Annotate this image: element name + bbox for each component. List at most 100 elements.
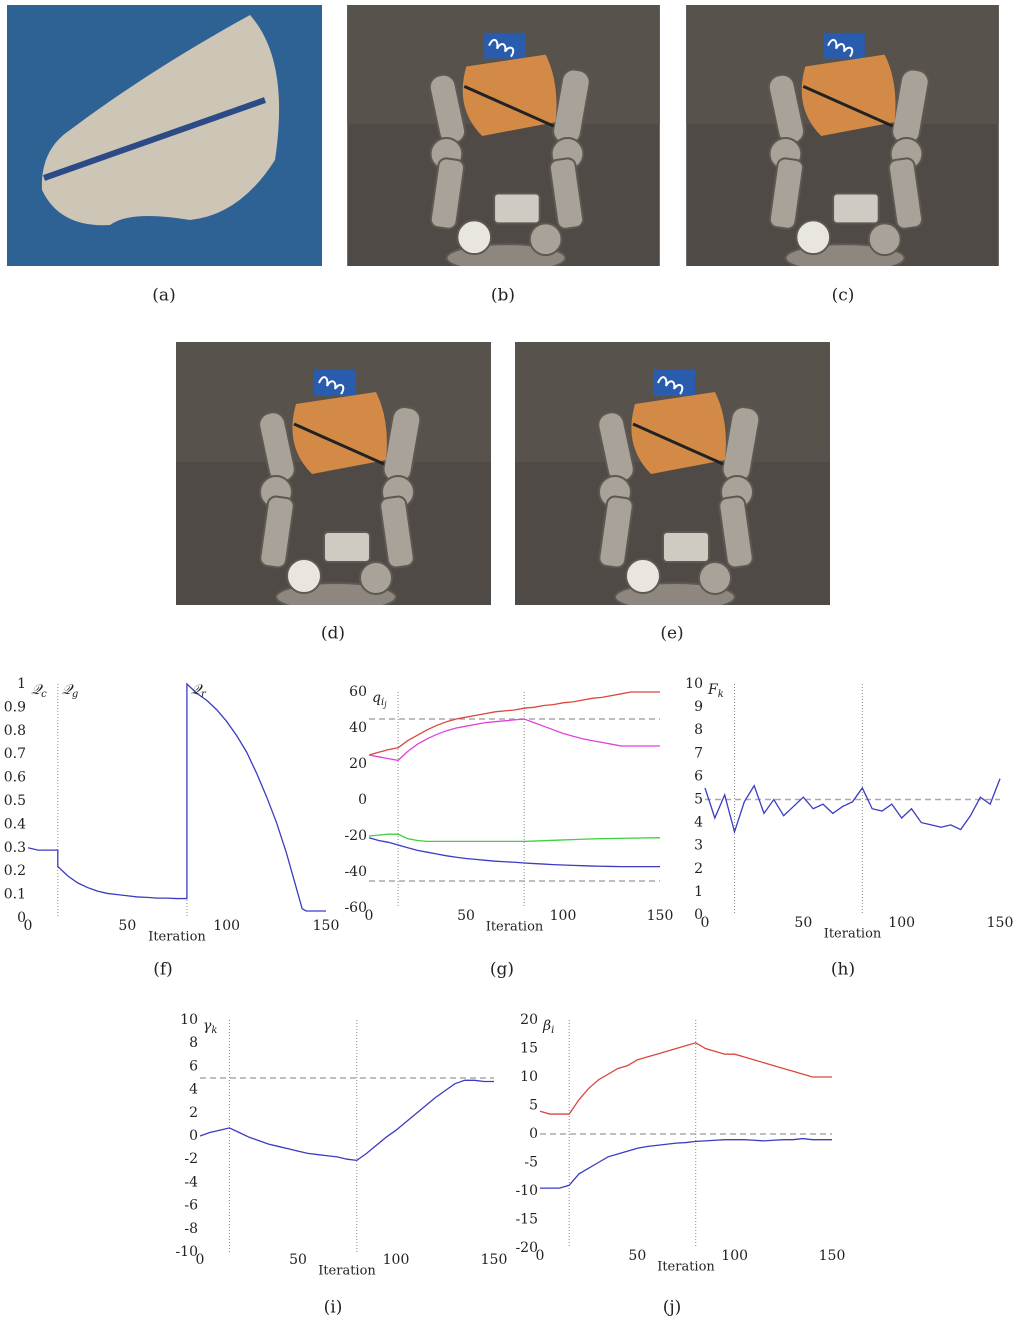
x-tick-label: 100: [383, 1252, 410, 1268]
x-tick-label: 50: [628, 1248, 646, 1264]
photo-d: [176, 342, 491, 611]
symbol-sub: k: [718, 689, 724, 700]
x-tick-label: 150: [313, 918, 340, 934]
x-tick-label: 50: [289, 1252, 307, 1268]
series-line: [540, 1139, 832, 1189]
y-tick-label: 1: [694, 884, 703, 900]
x-tick-label: 0: [536, 1248, 545, 1264]
caption: (d): [321, 624, 345, 644]
series-line: [200, 1080, 494, 1160]
symbol-sub: c: [41, 689, 47, 700]
y-tick-label: -40: [344, 864, 367, 880]
symbol-sub: g: [72, 689, 78, 700]
series-line: [369, 719, 660, 760]
x-tick-label: 150: [987, 915, 1014, 931]
x-axis-label: Iteration: [318, 1264, 376, 1279]
y-tick-label: 20: [520, 1012, 538, 1028]
caption: (i): [324, 1298, 343, 1318]
y-tick-label: 6: [694, 768, 703, 784]
x-tick-label: 0: [701, 915, 710, 931]
axis-symbol: 𝒬r: [191, 682, 207, 700]
x-tick-label: 100: [721, 1248, 748, 1264]
y-tick-label: 0.8: [4, 723, 26, 739]
y-tick-label: 0.6: [4, 770, 26, 786]
y-tick-label: 6: [189, 1058, 198, 1074]
caption: (f): [153, 960, 173, 980]
caption: (j): [663, 1298, 682, 1318]
x-axis-label: Iteration: [148, 930, 206, 945]
x-tick-label: 0: [365, 908, 374, 924]
y-tick-label: 3: [694, 838, 703, 854]
x-axis-label: Iteration: [657, 1260, 715, 1275]
x-tick-label: 50: [794, 915, 812, 931]
symbol-sub: r: [201, 689, 207, 700]
y-tick-label: 0.2: [4, 863, 26, 879]
series-line: [540, 1043, 832, 1114]
series-line: [28, 684, 326, 911]
photo-b: [347, 5, 660, 272]
photo-c: [686, 5, 999, 272]
y-tick-label: 15: [520, 1041, 538, 1057]
y-tick-label: 20: [349, 756, 367, 772]
y-tick-label: 0.5: [4, 793, 26, 809]
x-tick-label: 150: [481, 1252, 508, 1268]
caption: (c): [832, 286, 855, 306]
y-tick-label: 0: [189, 1128, 198, 1144]
x-axis-label: Iteration: [824, 927, 882, 942]
x-tick-label: 0: [24, 918, 33, 934]
x-tick-label: 150: [647, 908, 674, 924]
symbol-text: β: [542, 1018, 551, 1034]
x-tick-label: 150: [819, 1248, 846, 1264]
y-tick-label: 5: [694, 792, 703, 808]
y-tick-label: 0.3: [4, 840, 26, 856]
y-tick-label: 9: [694, 699, 703, 715]
y-tick-label: 10: [685, 676, 703, 692]
x-axis-label: Iteration: [486, 920, 544, 935]
x-tick-label: 50: [118, 918, 136, 934]
axis-symbol: βi: [542, 1018, 554, 1036]
y-tick-label: 0.9: [4, 699, 26, 715]
axis-symbol: Fk: [707, 682, 724, 700]
y-tick-label: 7: [694, 745, 703, 761]
y-tick-label: 0.7: [4, 746, 26, 762]
y-tick-label: -15: [515, 1212, 538, 1228]
symbol-text: q: [372, 690, 381, 706]
y-tick-label: 0: [529, 1126, 538, 1142]
x-tick-label: 100: [550, 908, 577, 924]
caption: (b): [491, 286, 515, 306]
series-line: [705, 779, 1000, 832]
y-tick-label: 0: [358, 792, 367, 808]
y-tick-label: -10: [515, 1183, 538, 1199]
y-tick-label: 0.1: [4, 887, 26, 903]
y-tick-label: 0.4: [4, 816, 26, 832]
x-tick-label: 100: [213, 918, 240, 934]
axis-symbol: 𝒬c: [31, 682, 47, 700]
photo-a: [7, 5, 322, 266]
caption: (a): [152, 286, 175, 306]
axis-symbol: γk: [203, 1018, 217, 1036]
y-tick-label: 10: [520, 1069, 538, 1085]
x-tick-label: 50: [457, 908, 475, 924]
series-line: [369, 838, 660, 867]
y-tick-label: 10: [180, 1012, 198, 1028]
y-tick-label: 5: [529, 1098, 538, 1114]
y-tick-label: -4: [184, 1174, 198, 1190]
caption: (e): [660, 624, 683, 644]
y-tick-label: -8: [184, 1221, 198, 1237]
photo-e: [515, 342, 830, 611]
axis-symbol: 𝒬g: [62, 682, 78, 700]
figure: (a)(b)(c)(d)(e)(f)(g)(h)(i)(j)00.10.20.3…: [0, 0, 1015, 1327]
y-tick-label: 2: [694, 861, 703, 877]
caption: (h): [831, 960, 855, 980]
y-tick-label: 4: [694, 815, 703, 831]
series-line: [369, 834, 660, 841]
x-tick-label: 100: [888, 915, 915, 931]
x-tick-label: 0: [196, 1252, 205, 1268]
axis-symbol: qij: [372, 690, 387, 709]
y-tick-label: -20: [344, 828, 367, 844]
y-tick-label: 1: [17, 676, 26, 692]
y-tick-label: -2: [184, 1151, 198, 1167]
